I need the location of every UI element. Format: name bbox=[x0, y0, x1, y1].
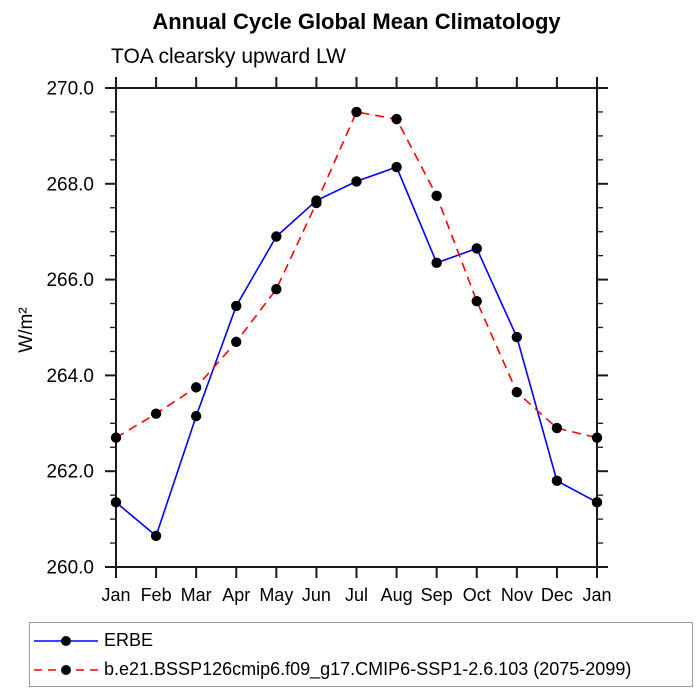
y-axis-tick-labels: 260.0 262.0 264.0 266.0 268.0 270.0 bbox=[46, 79, 94, 579]
y-axis-ticks bbox=[105, 87, 608, 568]
series-markers-0 bbox=[110, 161, 603, 542]
svg-text:Jul: Jul bbox=[345, 585, 368, 605]
legend-label-model: b.e21.BSSP126cmip6.f09_g17.CMIP6-SSP1-2.… bbox=[104, 659, 632, 679]
svg-text:Jan: Jan bbox=[582, 585, 611, 605]
legend-sample-model-line bbox=[34, 664, 98, 675]
svg-text:Jan: Jan bbox=[101, 585, 130, 605]
svg-text:Aug: Aug bbox=[381, 585, 413, 605]
svg-text:262.0: 262.0 bbox=[46, 462, 94, 483]
svg-text:Feb: Feb bbox=[141, 585, 172, 605]
svg-text:Mar: Mar bbox=[181, 585, 212, 605]
svg-text:264.0: 264.0 bbox=[46, 366, 94, 387]
legend-label-erbe: ERBE bbox=[104, 630, 154, 650]
series-markers-1 bbox=[110, 106, 603, 443]
svg-text:Dec: Dec bbox=[541, 585, 573, 605]
svg-text:Nov: Nov bbox=[501, 585, 533, 605]
svg-text:May: May bbox=[259, 585, 293, 605]
chart-subtitle: TOA clearsky upward LW bbox=[111, 45, 346, 68]
svg-text:270.0: 270.0 bbox=[46, 79, 94, 100]
legend: ERBE b.e21.BSSP126cmip6.f09_g17.CMIP6-SS… bbox=[29, 622, 693, 687]
svg-text:266.0: 266.0 bbox=[46, 270, 94, 291]
svg-text:Sep: Sep bbox=[421, 585, 453, 605]
chart-title: Annual Cycle Global Mean Climatology bbox=[152, 9, 561, 34]
x-axis-ticks bbox=[115, 77, 598, 578]
svg-text:Apr: Apr bbox=[222, 585, 250, 605]
svg-text:260.0: 260.0 bbox=[46, 558, 94, 579]
svg-text:Oct: Oct bbox=[463, 585, 491, 605]
series-line-0 bbox=[115, 166, 598, 538]
svg-text:Jun: Jun bbox=[302, 585, 331, 605]
series-line-1 bbox=[115, 111, 598, 439]
svg-text:268.0: 268.0 bbox=[46, 174, 94, 195]
legend-item-model: b.e21.BSSP126cmip6.f09_g17.CMIP6-SSP1-2.… bbox=[30, 655, 692, 684]
x-axis-tick-labels: Jan Feb Mar Apr May Jun Jul Aug Sep Oct Nov Dec Jan bbox=[101, 585, 611, 605]
legend-item-erbe: ERBE bbox=[30, 626, 692, 655]
legend-sample-erbe-line bbox=[34, 635, 98, 646]
plot-frame bbox=[115, 87, 598, 568]
